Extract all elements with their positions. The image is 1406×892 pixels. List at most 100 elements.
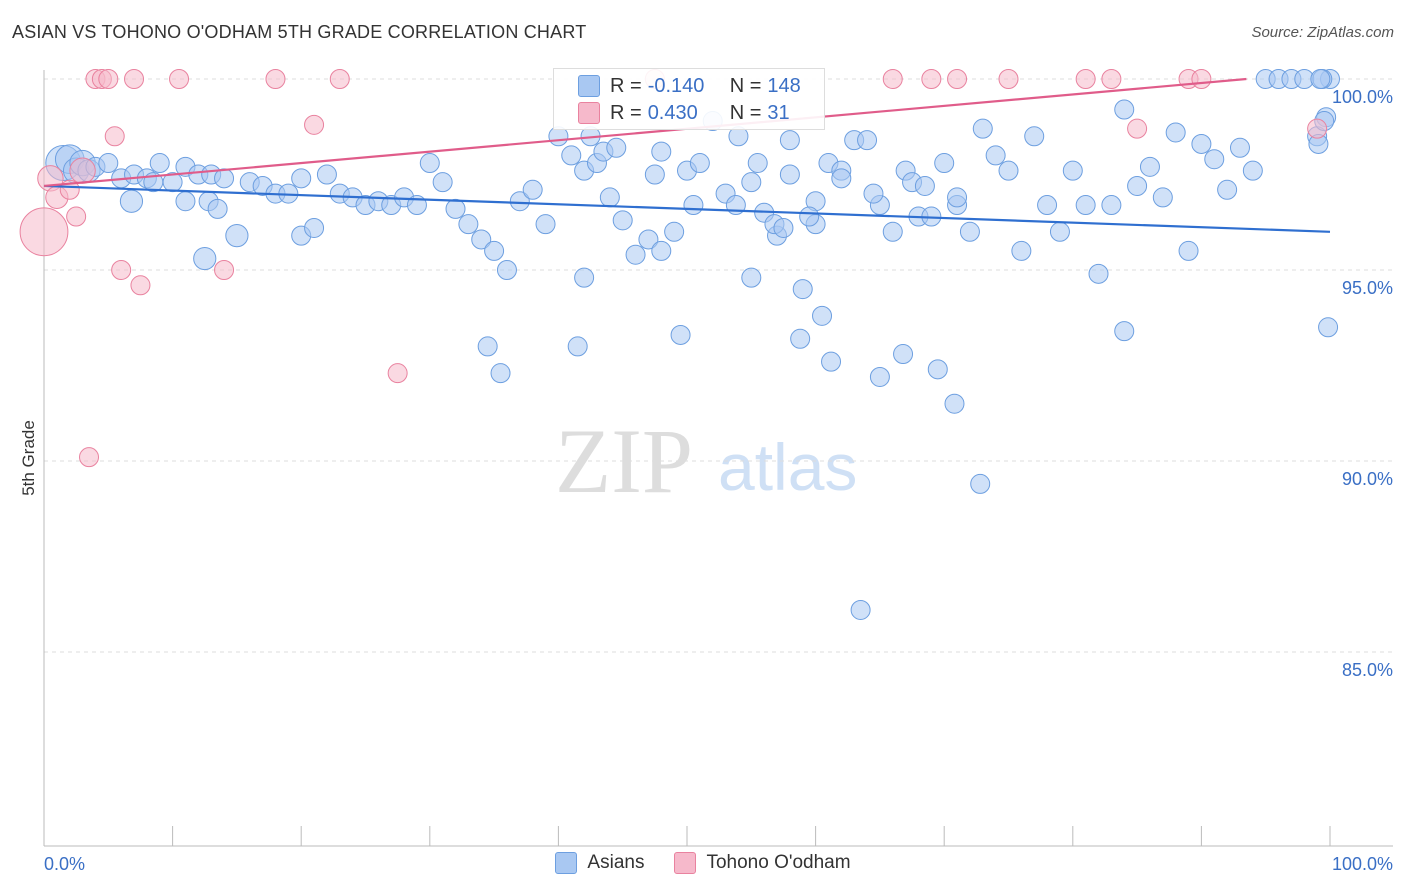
asians-point <box>567 336 588 357</box>
asians-point <box>1152 187 1173 208</box>
asians-point <box>773 217 794 238</box>
legend-item-asians[interactable]: Asians <box>555 852 644 874</box>
tohono-point <box>69 157 96 184</box>
asians-point <box>207 198 228 219</box>
asians-point <box>857 130 878 151</box>
y-axis-tick-labels: 100.0% 95.0% 90.0% 85.0% <box>1332 87 1393 680</box>
asians-point <box>790 328 811 349</box>
asians-point <box>175 191 196 212</box>
asians-point <box>1204 149 1225 170</box>
asians-point <box>1310 69 1331 89</box>
asians-point <box>471 229 492 250</box>
tohono-swatch <box>674 852 697 874</box>
asians-point <box>1229 137 1250 158</box>
grid-lines <box>44 78 1393 653</box>
asians-trend-line <box>43 184 1331 233</box>
asians-point <box>850 599 871 620</box>
r-label: R = <box>610 74 642 97</box>
asians-point <box>432 172 453 193</box>
asians-point <box>193 246 217 271</box>
asians-point <box>863 183 884 204</box>
asians-point <box>214 168 235 189</box>
tohono-point <box>304 114 325 135</box>
tohono-point <box>265 69 286 89</box>
asians-point <box>304 217 325 238</box>
asians-point <box>799 206 820 227</box>
asians-point <box>747 153 768 174</box>
watermark-atlas: atlas <box>718 430 857 504</box>
asians-point <box>970 473 991 494</box>
tohono-point <box>130 275 151 296</box>
n-label: N = <box>729 74 762 97</box>
tohono-point <box>66 206 87 227</box>
asians-point <box>638 229 659 250</box>
tohono-point <box>1075 69 1096 89</box>
asians-point <box>741 172 762 193</box>
y-tick-label: 90.0% <box>1342 469 1393 489</box>
asians-point <box>670 324 691 345</box>
asians-point <box>316 164 337 185</box>
asians-point <box>944 393 965 414</box>
n-value: 148 <box>767 74 801 97</box>
r-value: 0.430 <box>647 101 698 124</box>
tohono-point <box>79 447 100 468</box>
asians-point <box>972 118 993 139</box>
asians-point <box>741 267 762 288</box>
n-value: 31 <box>767 101 790 124</box>
legend-label: Tohono O'odham <box>706 852 851 873</box>
asians-point <box>509 191 530 212</box>
asians-point <box>225 224 249 248</box>
asians-point <box>821 351 842 372</box>
trend-lines <box>43 77 1331 233</box>
asians-point <box>490 363 511 384</box>
asians-point <box>574 267 595 288</box>
legend-row-tohono: R = 0.430 N = 31 <box>578 100 790 126</box>
asians-point <box>606 137 627 158</box>
asians-point <box>947 187 968 208</box>
asians-point <box>812 305 833 326</box>
y-tick-label: 95.0% <box>1342 278 1393 298</box>
tohono-point <box>1101 69 1122 89</box>
r-label: R = <box>610 101 642 124</box>
asians-point <box>831 168 852 189</box>
asians-point <box>934 153 955 174</box>
tohono-point <box>98 69 119 89</box>
asians-point <box>599 187 620 208</box>
asians-point <box>535 214 556 235</box>
data-points <box>19 69 1340 620</box>
tohono-trend-line <box>43 77 1247 188</box>
asians-point <box>664 221 685 242</box>
tohono-point <box>998 69 1019 89</box>
asians-point <box>779 164 800 185</box>
asians-point <box>1178 240 1199 261</box>
series-legend: Asians Tohono O'odham <box>0 852 1406 874</box>
asians-point <box>477 336 498 357</box>
asians-point <box>779 130 800 151</box>
asians-point <box>1062 160 1083 181</box>
asians-point <box>651 141 672 162</box>
tohono-point <box>111 260 132 280</box>
tohono-point <box>214 260 235 280</box>
asians-swatch <box>578 75 600 97</box>
asians-point <box>1114 99 1135 120</box>
asians-point <box>1075 195 1096 216</box>
asians-point <box>1318 317 1339 338</box>
asians-point <box>644 164 665 185</box>
x-tick-label-max: 100.0% <box>1332 854 1393 874</box>
asians-point <box>1139 156 1160 177</box>
asians-point <box>998 160 1019 181</box>
y-tick-label: 100.0% <box>1332 87 1393 107</box>
asians-point <box>1024 126 1045 147</box>
asians-point <box>792 279 813 300</box>
tohono-point <box>104 126 125 147</box>
asians-point <box>1088 263 1109 284</box>
tohono-swatch <box>578 102 600 124</box>
asians-point <box>927 359 948 380</box>
asians-point <box>893 344 914 365</box>
asians-point <box>484 240 505 261</box>
legend-item-tohono[interactable]: Tohono O'odham <box>674 852 851 874</box>
asians-point <box>561 145 582 166</box>
y-axis-label: 5th Grade <box>19 420 38 496</box>
tohono-point <box>329 69 350 89</box>
asians-point <box>522 179 543 200</box>
